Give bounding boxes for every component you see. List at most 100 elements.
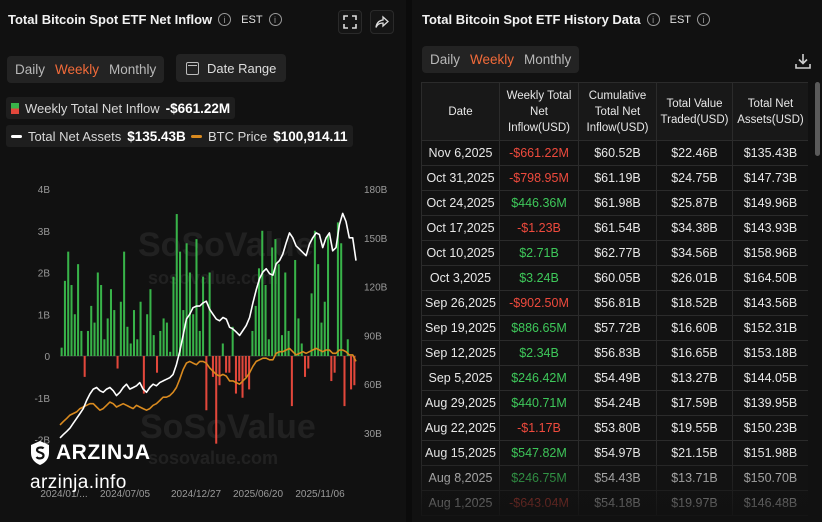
legend-weekly-inflow[interactable]: Weekly Total Net Inflow -$661.22M [6, 97, 236, 119]
cell-weekly-inflow: $446.36M [499, 190, 579, 216]
inflow-bar [290, 356, 293, 407]
table-header-row: Date Weekly Total Net Inflow(USD) Cumula… [421, 82, 808, 141]
column-header-value-traded[interactable]: Total Value Traded(USD) [656, 82, 733, 141]
y-left-tick-label: 1B [38, 310, 51, 321]
inflow-bar [304, 356, 307, 377]
column-header-cumulative-inflow[interactable]: Cumulative Total Net Inflow(USD) [578, 82, 657, 141]
legend-btc-label: BTC Price [208, 128, 268, 144]
inflow-bar [83, 356, 86, 377]
tab-weekly[interactable]: Weekly [55, 62, 100, 77]
table-row: Oct 3,2025 $3.24B $60.05B $26.01B $164.50B [421, 265, 808, 291]
date-range-button[interactable]: Date Range [176, 54, 287, 82]
column-header-net-assets[interactable]: Total Net Assets(USD) [732, 82, 808, 141]
column-header-weekly-inflow[interactable]: Weekly Total Net Inflow(USD) [499, 82, 579, 141]
info-icon[interactable]: i [218, 13, 232, 26]
download-icon[interactable] [792, 50, 814, 72]
inflow-bar [261, 230, 264, 356]
inflow-bar [353, 356, 356, 386]
inflow-bar [80, 330, 83, 356]
inflow-bar [165, 322, 168, 356]
inflow-bar [280, 335, 284, 357]
cell-net-assets: $143.93B [732, 215, 808, 241]
cell-value-traded: $34.56B [656, 240, 733, 266]
inflow-bar [274, 239, 277, 356]
inflow-bar [129, 343, 132, 357]
inflow-bar [198, 330, 201, 356]
inflow-bar [109, 289, 112, 356]
table-row: Sep 19,2025 $886.65M $57.72B $16.60B $152.31… [421, 315, 808, 341]
inflow-bar [317, 264, 320, 356]
tab-daily[interactable]: Daily [15, 62, 46, 77]
inflow-bar [234, 356, 237, 394]
period-tabs: Daily Weekly Monthly [7, 56, 165, 83]
history-data-panel: Total Bitcoin Spot ETF History Data i ES… [412, 0, 822, 522]
y-right-tick-label: 30B [364, 429, 382, 440]
inflow-bar [271, 247, 274, 356]
table-row: Nov 6,2025 -$661.22M $60.52B $22.46B $135.43… [421, 140, 808, 166]
tab-daily[interactable]: Daily [430, 52, 461, 67]
table-row: Aug 8,2025 $246.75M $54.43B $13.71B $150.70B [421, 465, 808, 491]
inflow-bar [126, 326, 129, 356]
inflow-bar [192, 314, 195, 356]
inflow-bar [257, 268, 260, 356]
table-row: Sep 5,2025 $246.42M $54.49B $13.27B $144.05B [421, 365, 808, 391]
inflow-bar [86, 330, 89, 356]
x-tick-label: 2024/12/27 [171, 489, 221, 500]
table-scrollbar[interactable] [815, 82, 820, 156]
calendar-icon [186, 61, 199, 75]
tab-weekly[interactable]: Weekly [470, 52, 515, 67]
cell-weekly-inflow: $547.82M [499, 440, 579, 466]
inflow-bar [113, 310, 116, 356]
legend-btc-value: $100,914.11 [273, 128, 348, 144]
cell-net-assets: $147.73B [732, 165, 808, 191]
cell-value-traded: $13.71B [656, 465, 733, 491]
inflow-bar [179, 251, 182, 357]
column-header-date[interactable]: Date [421, 82, 500, 141]
cell-weekly-inflow: -$643.04M [499, 490, 579, 516]
arzinja-overlay: ARZINJA arzinja.info [30, 440, 151, 494]
table-row: Sep 26,2025 -$902.50M $56.81B $18.52B $143.5… [421, 290, 808, 316]
timezone-info-icon[interactable]: i [268, 13, 282, 26]
legend-total-net-assets[interactable]: Total Net Assets $135.43B [6, 125, 191, 147]
table-row: Oct 24,2025 $446.36M $61.98B $25.87B $149.96… [421, 190, 808, 216]
inflow-bar [320, 322, 323, 356]
inflow-bar [175, 214, 178, 356]
info-icon[interactable]: i [646, 13, 660, 26]
inflow-bar [77, 264, 80, 356]
history-table-container[interactable]: Date Weekly Total Net Inflow(USD) Cumula… [421, 82, 808, 522]
fullscreen-icon[interactable] [338, 10, 362, 34]
x-tick-label: 2024/01/... [40, 489, 87, 500]
inflow-bar [169, 351, 172, 356]
arzinja-logo: ARZINJA [30, 440, 151, 466]
tab-monthly[interactable]: Monthly [524, 52, 572, 67]
inflow-bar [106, 318, 109, 357]
cell-date: Oct 17,2025 [421, 215, 500, 241]
table-row: Oct 31,2025 -$798.95M $61.19B $24.75B $147.7… [421, 165, 808, 191]
cell-value-traded: $17.59B [656, 390, 733, 416]
inflow-bar [231, 326, 234, 356]
cell-cumulative-inflow: $56.83B [578, 340, 657, 366]
inflow-bar [346, 339, 349, 356]
cell-weekly-inflow: -$661.22M [499, 140, 579, 166]
cell-net-assets: $150.70B [732, 465, 808, 491]
inflow-bar [254, 305, 257, 356]
cell-weekly-inflow: $246.75M [499, 465, 579, 491]
timezone-info-icon[interactable]: i [697, 13, 711, 26]
cell-value-traded: $18.52B [656, 290, 733, 316]
inflow-bar [284, 272, 287, 356]
cell-date: Sep 5,2025 [421, 365, 500, 391]
cell-date: Aug 29,2025 [421, 390, 500, 416]
timezone-label: EST [241, 13, 263, 26]
cell-net-assets: $151.98B [732, 440, 808, 466]
inflow-bar [287, 330, 290, 356]
tab-monthly[interactable]: Monthly [109, 62, 157, 77]
legend-btc-price[interactable]: BTC Price $100,914.11 [186, 125, 353, 147]
share-icon[interactable] [370, 10, 394, 34]
inflow-bar [294, 259, 297, 356]
shield-s-icon [31, 441, 49, 465]
inflow-bar [119, 301, 122, 356]
inflow-bar [132, 310, 136, 356]
x-tick-label: 2025/11/06 [295, 489, 345, 500]
cell-value-traded: $22.46B [656, 140, 733, 166]
cell-value-traded: $21.15B [656, 440, 733, 466]
